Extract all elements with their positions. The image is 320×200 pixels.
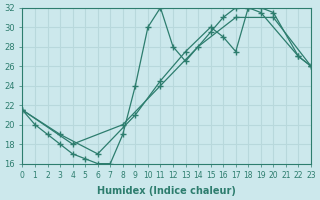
X-axis label: Humidex (Indice chaleur): Humidex (Indice chaleur) — [97, 186, 236, 196]
